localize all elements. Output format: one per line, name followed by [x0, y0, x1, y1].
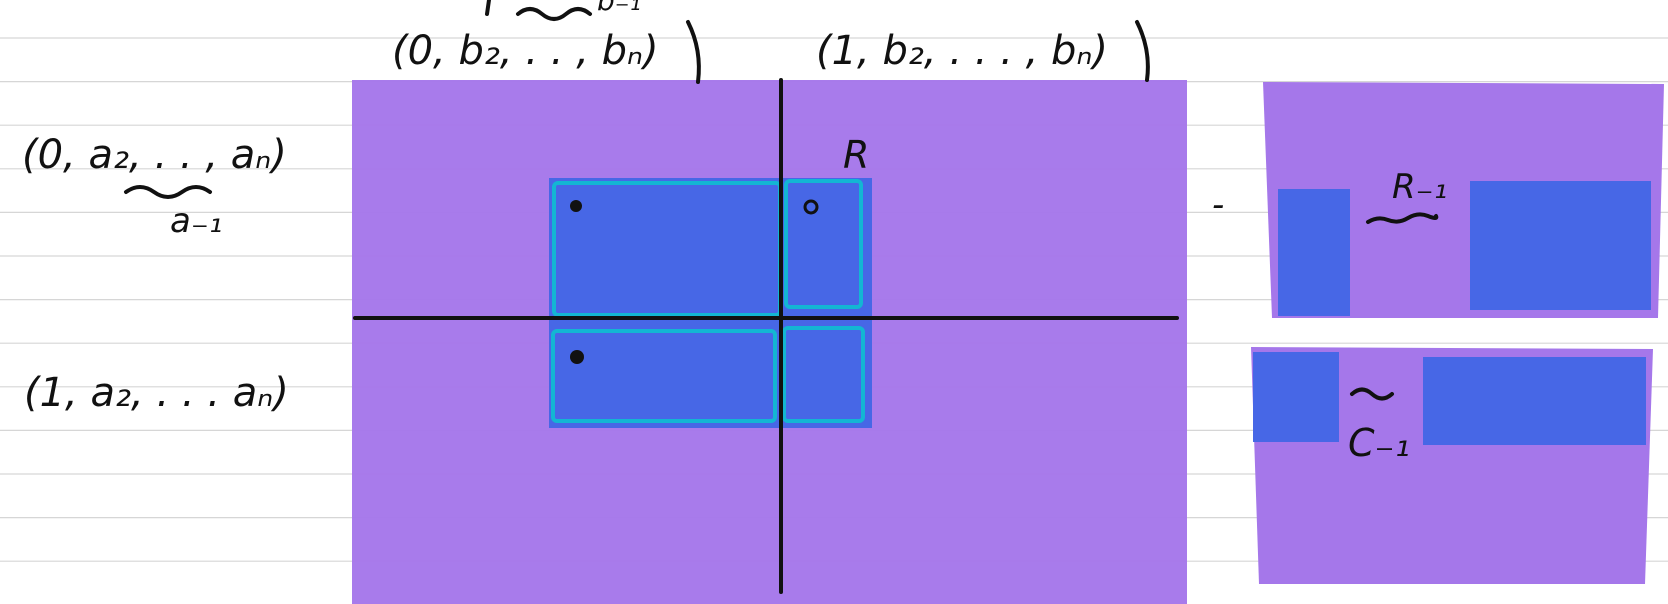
wave-icon: [124, 185, 212, 199]
block-bottom-left: [551, 329, 777, 423]
col-header-right: (1, b₂, . . . , bₙ): [816, 28, 1108, 74]
panel1-left-block: [1278, 189, 1350, 316]
wave-icon: [1350, 387, 1394, 401]
partial-stroke: [485, 0, 491, 16]
panel2-left-block: [1253, 352, 1339, 442]
panel2-label: C₋₁: [1348, 421, 1410, 465]
col-header-top-partial: b₋₁: [597, 0, 641, 17]
paren-stroke-left: [686, 20, 701, 84]
row-header-top: (0, a₂, . . , aₙ): [22, 132, 287, 178]
paren-stroke-right: [1135, 20, 1150, 82]
dot-top-right: [803, 199, 819, 215]
row-header-bottom: (1, a₂, . . . aₙ): [24, 370, 289, 416]
wave-icon: [1366, 212, 1439, 224]
block-top-right: [784, 179, 863, 309]
col-header-left: (0, b₂, . . , bₙ): [392, 28, 659, 74]
panel2-right-block: [1423, 357, 1646, 445]
blue-region: [549, 178, 872, 428]
row-header-top-sub: a₋₁: [170, 201, 222, 241]
dot-top-left: [570, 200, 582, 212]
panel1-right-block: [1470, 181, 1651, 310]
panel1-label: R₋₁: [1392, 167, 1447, 207]
submatrix-r-label: R: [843, 133, 869, 177]
dot-bottom-left: [570, 350, 584, 364]
wave-icon: [516, 7, 592, 21]
block-bottom-right: [782, 326, 865, 423]
minus-sign: -: [1212, 185, 1224, 225]
